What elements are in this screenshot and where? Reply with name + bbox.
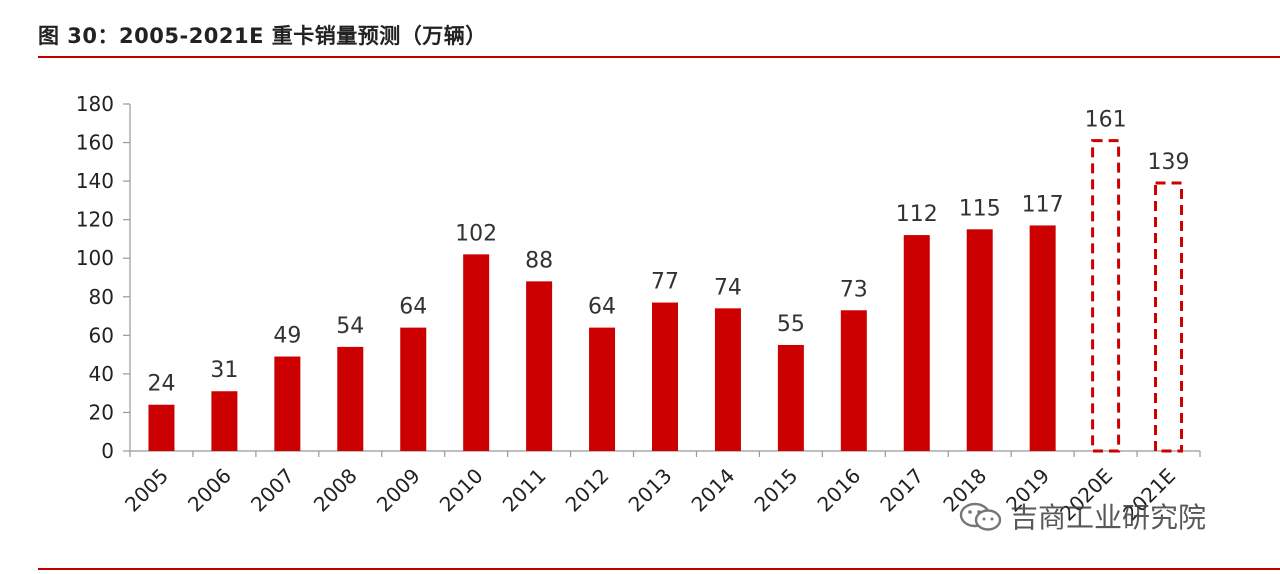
x-tick-label: 2007 — [246, 464, 299, 517]
data-label: 88 — [525, 248, 553, 273]
bar — [652, 302, 678, 451]
y-tick-label: 60 — [89, 323, 114, 347]
x-tick-label: 2010 — [435, 464, 488, 517]
forecast-bar — [1154, 181, 1184, 453]
bar — [840, 310, 867, 451]
bar — [777, 344, 804, 451]
data-label: 73 — [840, 277, 868, 302]
data-label: 117 — [1022, 192, 1064, 217]
bar — [714, 308, 741, 451]
y-tick-label: 160 — [76, 131, 114, 155]
bar — [589, 327, 616, 451]
data-label: 161 — [1085, 108, 1127, 133]
data-label: 77 — [651, 270, 679, 295]
bar — [1029, 225, 1056, 451]
data-label: 54 — [336, 314, 364, 339]
watermark-text: 吉商工业研究院 — [1010, 501, 1207, 534]
bar — [903, 235, 930, 451]
data-label: 24 — [147, 372, 175, 397]
x-tick-label: 2006 — [183, 464, 236, 517]
data-label: 64 — [399, 295, 427, 320]
x-tick-label: 2005 — [120, 464, 173, 517]
x-tick-label: 2014 — [687, 464, 740, 517]
bar — [148, 404, 175, 451]
data-label: 102 — [455, 221, 497, 246]
y-tick-label: 100 — [76, 246, 114, 270]
data-label: 55 — [777, 312, 805, 337]
y-tick-label: 80 — [89, 285, 114, 309]
data-label: 31 — [210, 358, 238, 383]
wechat-icon — [959, 502, 1002, 531]
bar — [211, 391, 238, 451]
x-tick-label: 2009 — [372, 464, 425, 517]
data-label: 139 — [1148, 150, 1190, 175]
bar — [526, 281, 553, 451]
x-tick-label: 2015 — [749, 464, 802, 517]
figure-title: 图 30：2005-2021E 重卡销量预测（万辆） — [38, 24, 487, 48]
y-tick-label: 120 — [76, 208, 114, 232]
bar — [337, 346, 364, 451]
data-label: 115 — [959, 196, 1001, 221]
bar — [966, 229, 993, 451]
x-tick-label: 2008 — [309, 464, 362, 517]
data-label: 112 — [896, 202, 938, 227]
bar — [274, 356, 301, 451]
y-tick-label: 180 — [76, 92, 114, 116]
x-tick-label: 2011 — [498, 464, 551, 517]
forecast-bar — [1091, 139, 1121, 453]
data-label: 74 — [714, 275, 742, 300]
x-tick-label: 2016 — [812, 464, 865, 517]
bottom-rule — [38, 568, 1280, 570]
y-tick-label: 0 — [101, 439, 114, 463]
y-tick-label: 40 — [89, 362, 114, 386]
bar — [400, 327, 427, 451]
y-tick-label: 140 — [76, 169, 114, 193]
data-label: 49 — [273, 324, 301, 349]
x-tick-label: 2013 — [624, 464, 677, 517]
data-label: 64 — [588, 295, 616, 320]
title-rule — [38, 56, 1280, 58]
x-tick-label: 2012 — [561, 464, 614, 517]
y-tick-label: 20 — [89, 400, 114, 424]
bar — [463, 254, 490, 451]
x-tick-label: 2017 — [875, 464, 928, 517]
